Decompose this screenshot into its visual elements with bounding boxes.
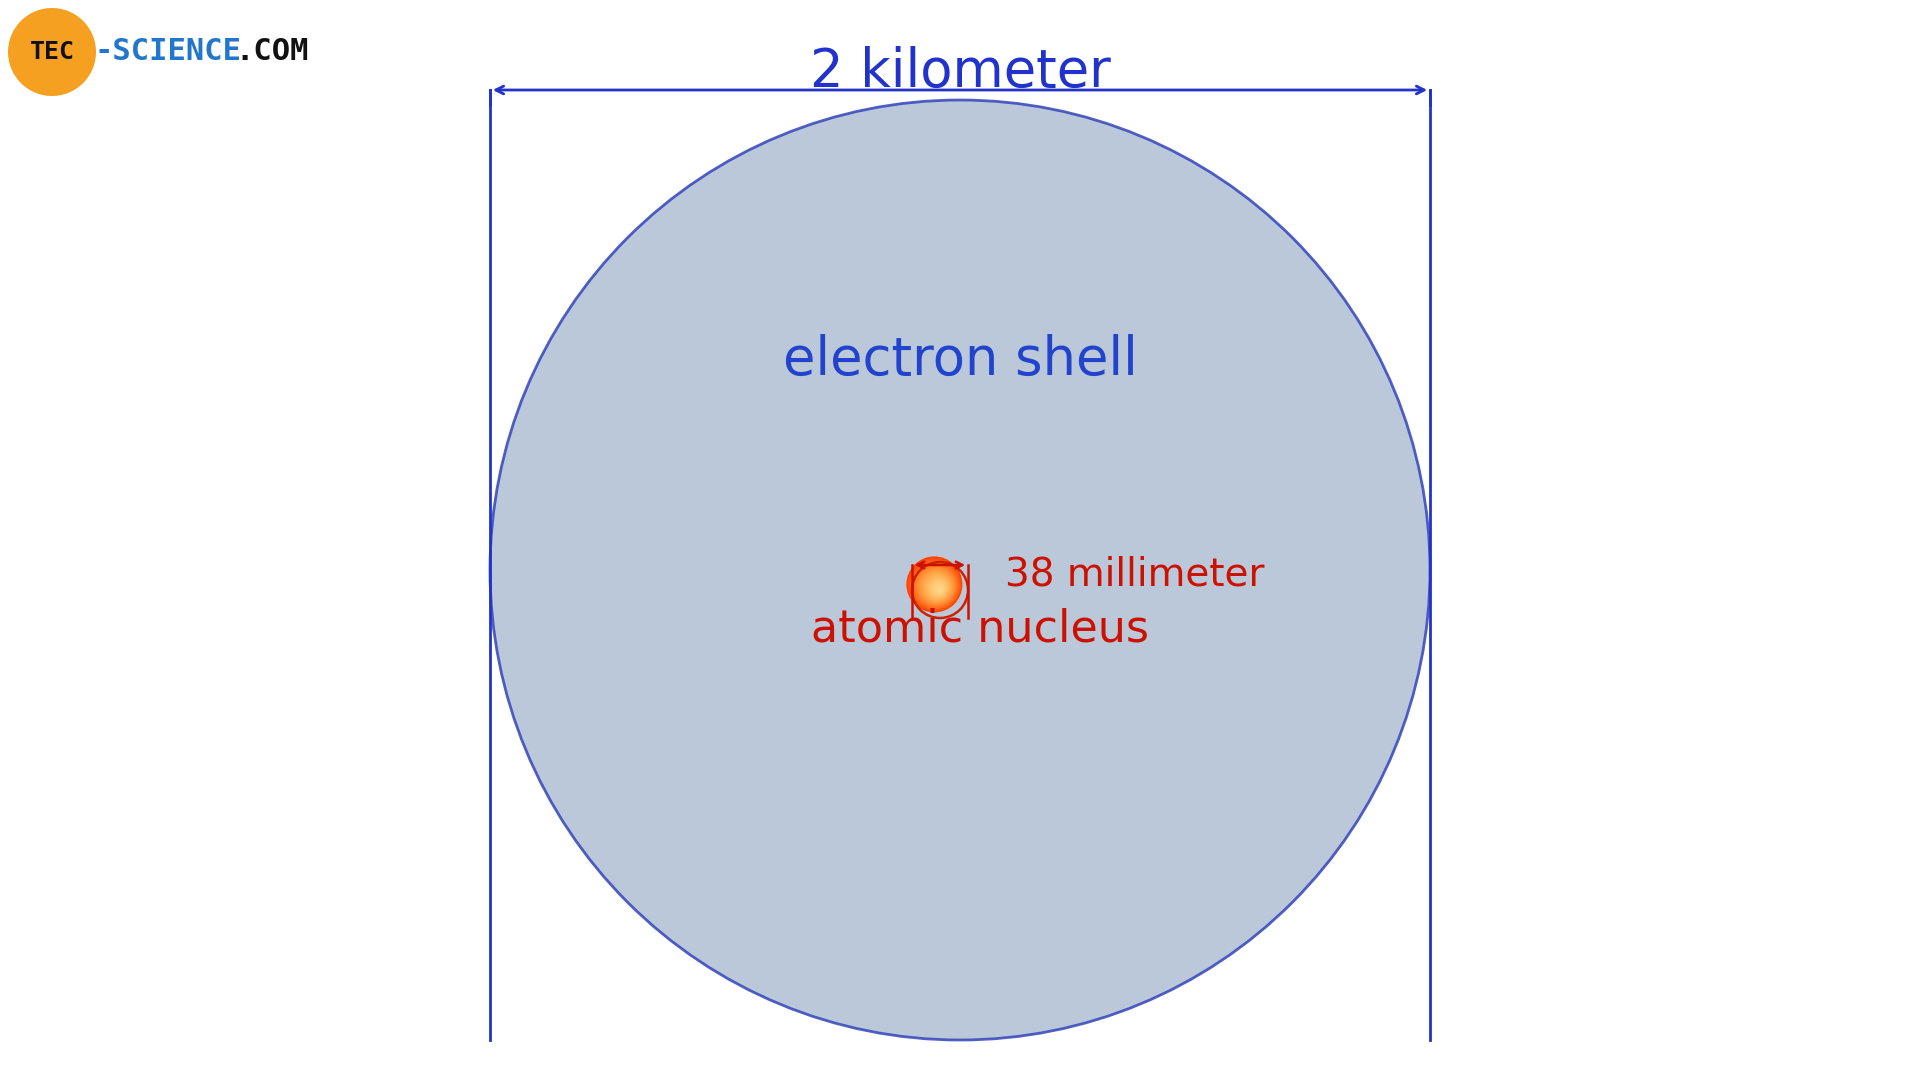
Ellipse shape	[916, 565, 956, 607]
Ellipse shape	[924, 572, 952, 602]
Text: .COM: .COM	[236, 38, 309, 67]
Ellipse shape	[933, 583, 945, 595]
Ellipse shape	[937, 586, 943, 592]
Ellipse shape	[929, 579, 947, 597]
Ellipse shape	[916, 567, 956, 606]
Ellipse shape	[908, 558, 962, 611]
Ellipse shape	[925, 576, 950, 599]
Ellipse shape	[931, 581, 947, 596]
Ellipse shape	[927, 577, 948, 598]
Ellipse shape	[925, 577, 948, 599]
Ellipse shape	[918, 568, 954, 605]
Text: electron shell: electron shell	[783, 334, 1137, 386]
Ellipse shape	[931, 581, 947, 596]
Ellipse shape	[922, 572, 952, 602]
Text: TEC: TEC	[29, 40, 75, 64]
Ellipse shape	[924, 573, 950, 600]
Ellipse shape	[933, 584, 945, 594]
Ellipse shape	[935, 585, 943, 593]
Ellipse shape	[935, 585, 943, 593]
Ellipse shape	[918, 568, 954, 605]
Ellipse shape	[916, 566, 956, 606]
Text: atomic nucleus: atomic nucleus	[810, 607, 1148, 650]
Ellipse shape	[927, 578, 948, 598]
Ellipse shape	[933, 582, 945, 595]
Ellipse shape	[908, 559, 960, 610]
Ellipse shape	[906, 556, 962, 612]
Ellipse shape	[937, 588, 941, 592]
Ellipse shape	[910, 561, 960, 609]
Ellipse shape	[490, 100, 1430, 1040]
Text: 2 kilometer: 2 kilometer	[810, 46, 1110, 98]
Ellipse shape	[920, 569, 954, 604]
Ellipse shape	[910, 559, 960, 610]
Ellipse shape	[908, 557, 962, 612]
Text: -SCIENCE: -SCIENCE	[94, 38, 242, 67]
Ellipse shape	[912, 562, 958, 609]
Text: 38 millimeter: 38 millimeter	[1004, 556, 1265, 594]
Ellipse shape	[939, 589, 941, 591]
Ellipse shape	[912, 563, 958, 608]
Ellipse shape	[925, 575, 950, 600]
Ellipse shape	[8, 8, 96, 96]
Ellipse shape	[922, 571, 952, 603]
Ellipse shape	[914, 564, 958, 607]
Ellipse shape	[920, 570, 952, 604]
Ellipse shape	[914, 564, 958, 608]
Ellipse shape	[929, 580, 947, 597]
